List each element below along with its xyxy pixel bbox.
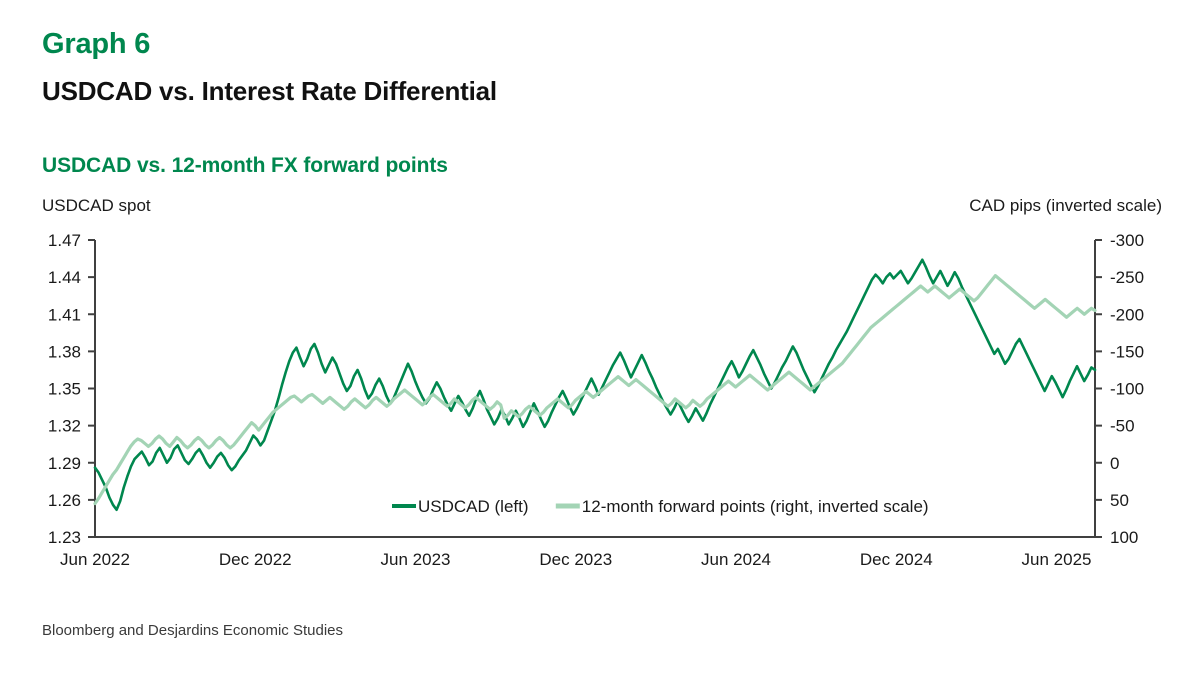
right-axis-tick-label: 0 <box>1110 454 1119 473</box>
x-axis-tick-label: Jun 2023 <box>381 550 451 569</box>
x-axis-tick-label: Jun 2022 <box>60 550 130 569</box>
left-axis-tick-label: 1.32 <box>48 417 81 436</box>
chart-subtitle: USDCAD vs. 12-month FX forward points <box>42 154 448 177</box>
graph-number-label: Graph 6 <box>42 28 151 60</box>
left-axis-tick-label: 1.26 <box>48 491 81 510</box>
left-axis-tick-label: 1.41 <box>48 305 81 324</box>
right-axis-tick-label: 100 <box>1110 528 1138 547</box>
series-line-0 <box>93 258 1097 512</box>
right-axis-tick-label: -300 <box>1110 231 1144 250</box>
left-axis-tick-label: 1.38 <box>48 342 81 361</box>
left-axis-tick-label: 1.47 <box>48 231 81 250</box>
right-axis-tick-label: -250 <box>1110 268 1144 287</box>
left-axis-tick-label: 1.44 <box>48 268 81 287</box>
right-axis-tick-label: -100 <box>1110 380 1144 399</box>
right-axis-tick-label: -200 <box>1110 305 1144 324</box>
x-axis-tick-label: Dec 2022 <box>219 550 292 569</box>
right-axis-tick-label: 50 <box>1110 491 1129 510</box>
x-axis-tick-label: Dec 2024 <box>860 550 933 569</box>
left-axis-tick-label: 1.35 <box>48 380 81 399</box>
right-axis-title: CAD pips (inverted scale) <box>969 196 1162 215</box>
source-note: Bloomberg and Desjardins Economic Studie… <box>42 622 343 639</box>
series-line-1 <box>93 274 1097 506</box>
right-axis-tick-label: -50 <box>1110 417 1135 436</box>
page-title: USDCAD vs. Interest Rate Differential <box>42 76 497 106</box>
x-axis-tick-label: Jun 2025 <box>1022 550 1092 569</box>
x-axis-tick-label: Jun 2024 <box>701 550 771 569</box>
left-axis-tick-label: 1.29 <box>48 454 81 473</box>
legend-label-0: USDCAD (left) <box>418 497 529 516</box>
x-axis-tick-label: Dec 2023 <box>539 550 612 569</box>
right-axis-tick-label: -150 <box>1110 342 1144 361</box>
legend-label-1: 12-month forward points (right, inverted… <box>582 497 929 516</box>
left-axis-title: USDCAD spot <box>42 196 151 215</box>
left-axis-tick-label: 1.23 <box>48 528 81 547</box>
